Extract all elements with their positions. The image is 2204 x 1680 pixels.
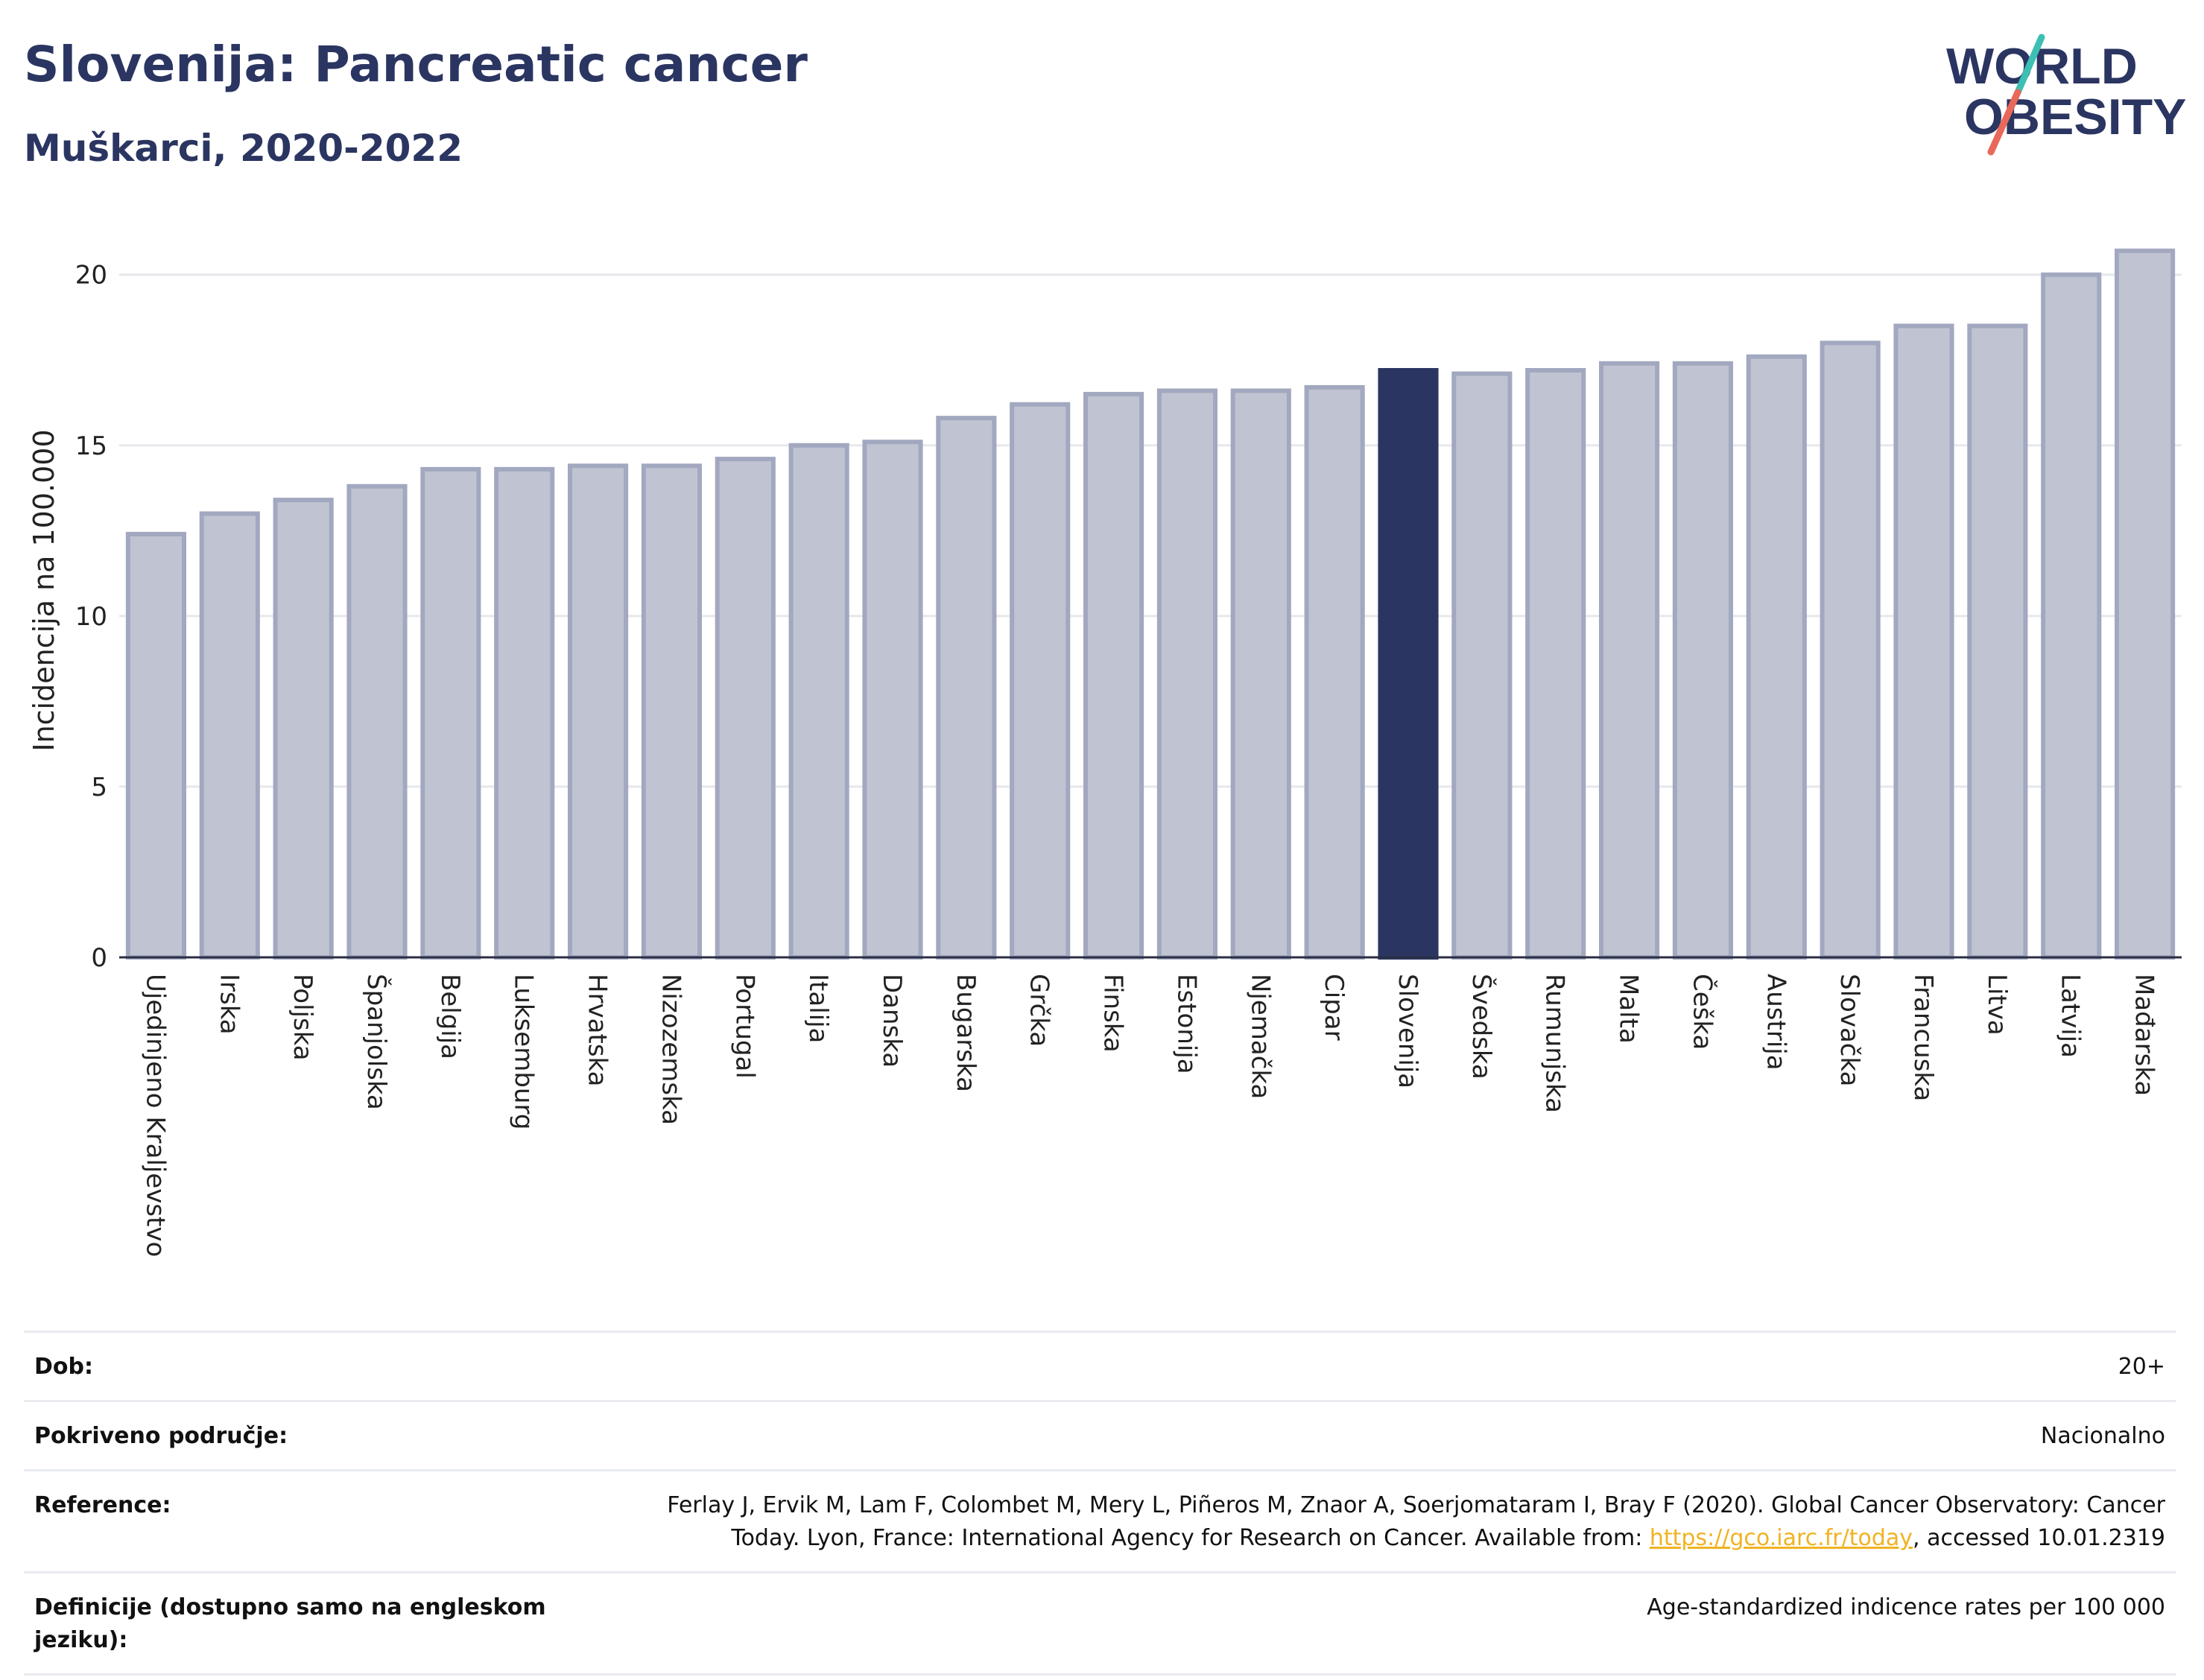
bar (1010, 402, 1071, 960)
bar (1378, 368, 1439, 960)
info-row-age: Dob: 20+ (24, 1331, 2176, 1400)
info-row-coverage: Pokriveno područje: Nacionalno (24, 1400, 2176, 1469)
chart-title: Slovenija: Pancreatic cancer (24, 36, 808, 93)
y-tick-label: 10 (75, 602, 107, 632)
logo-slash-top (2014, 34, 2045, 96)
bar (1525, 368, 1586, 960)
x-tick-label: Rumunjska (1540, 974, 1570, 1113)
chart-subtitle: Muškarci, 2020-2022 (24, 127, 463, 170)
info-label-coverage: Pokriveno područje: (34, 1423, 288, 1449)
bar (273, 498, 334, 960)
x-tick-label: Španjolska (361, 974, 392, 1110)
info-value-definitions: Age-standardized indicence rates per 100… (1647, 1594, 2165, 1620)
logo-slash-bottom (1987, 89, 2021, 156)
x-tick-label: Austrija (1761, 974, 1790, 1071)
y-tick-label: 0 (91, 943, 107, 973)
x-tick-label: Italija (803, 974, 833, 1043)
x-tick-label: Poljska (288, 974, 317, 1061)
x-tick-label: Finska (1098, 974, 1128, 1053)
bar (641, 463, 702, 960)
info-label-age: Dob: (34, 1354, 93, 1380)
world-obesity-logo: WORLD OBESITY (1946, 34, 2187, 156)
bar (494, 466, 555, 960)
info-value-reference: Ferlay J, Ervik M, Lam F, Colombet M, Me… (601, 1489, 2165, 1555)
x-tick-label: Švedska (1466, 974, 1497, 1080)
reference-text: Ferlay J, Ervik M, Lam F, Colombet M, Me… (667, 1492, 2165, 1551)
bar (1893, 323, 1954, 960)
bar (125, 531, 186, 960)
x-tick-label: Litva (1982, 974, 2012, 1036)
bar (862, 440, 923, 960)
x-tick-label: Grčka (1025, 974, 1054, 1047)
info-row-reference: Reference: Ferlay J, Ervik M, Lam F, Col… (24, 1469, 2176, 1571)
y-axis-label: Incidencija na 100.000 (28, 429, 60, 751)
x-tick-label: Latvija (2056, 974, 2086, 1058)
bar (715, 457, 776, 960)
bar (2041, 272, 2102, 960)
x-tick-label: Malta (1614, 974, 1644, 1044)
x-tick-label: Bugarska (951, 974, 981, 1092)
info-label-definitions: Definicije (dostupno samo na engleskom j… (34, 1594, 546, 1653)
x-tick-label: Nizozemska (656, 974, 685, 1125)
x-tick-label: Češka (1687, 974, 1717, 1050)
x-tick-label: Estonija (1171, 974, 1201, 1074)
bar (199, 511, 260, 960)
x-tick-label: Irska (214, 974, 244, 1035)
bar (1967, 323, 2028, 960)
x-tick-label: Hrvatska (583, 974, 612, 1086)
bar (2115, 248, 2176, 960)
bar (1672, 361, 1733, 960)
x-tick-label: Luksemburg (509, 974, 539, 1129)
bar (1451, 371, 1513, 960)
x-tick-label: Danska (877, 974, 907, 1068)
y-tick-label: 15 (75, 431, 107, 461)
bar (1156, 388, 1217, 960)
bar (936, 416, 997, 960)
reference-link[interactable]: https://gco.iarc.fr/today (1649, 1525, 1913, 1551)
bar (1230, 388, 1291, 960)
x-tick-label: Cipar (1319, 974, 1349, 1041)
x-tick-label: Slovenija (1393, 974, 1422, 1088)
logo-text-world: WORLD (1946, 38, 2138, 95)
bar (420, 466, 481, 960)
x-tick-label: Slovačka (1834, 974, 1864, 1086)
x-tick-label: Belgija (435, 974, 465, 1059)
bar (568, 463, 629, 960)
bar (1820, 340, 1881, 960)
bar (1304, 384, 1365, 960)
bar (1083, 392, 1144, 960)
info-label-reference: Reference: (34, 1492, 171, 1518)
reference-accessed: , accessed 10.01.2319 (1913, 1525, 2165, 1551)
bar (788, 443, 849, 960)
info-value-coverage: Nacionalno (2040, 1423, 2165, 1449)
x-tick-label: Mađarska (2129, 974, 2159, 1096)
bar (1599, 361, 1660, 960)
x-tick-label: Njemačka (1245, 974, 1275, 1099)
y-tick-label: 5 (91, 773, 107, 802)
bar-chart: 0 5 10 15 20 Incidencija na 100.000 Ujedinjeno… (28, 248, 2182, 1257)
bar (1746, 354, 1807, 960)
info-table: Dob: 20+ Pokriveno područje: Nacionalno … (24, 1331, 2176, 1676)
bar (346, 484, 408, 960)
info-value-age: 20+ (2118, 1354, 2165, 1380)
x-tick-label: Ujedinjeno Kraljevstvo (140, 974, 170, 1257)
x-tick-label: Francuska (1908, 974, 1938, 1101)
y-tick-label: 20 (75, 261, 107, 291)
info-row-definitions: Definicije (dostupno samo na engleskom j… (24, 1571, 2176, 1676)
x-tick-label: Portugal (729, 974, 759, 1079)
